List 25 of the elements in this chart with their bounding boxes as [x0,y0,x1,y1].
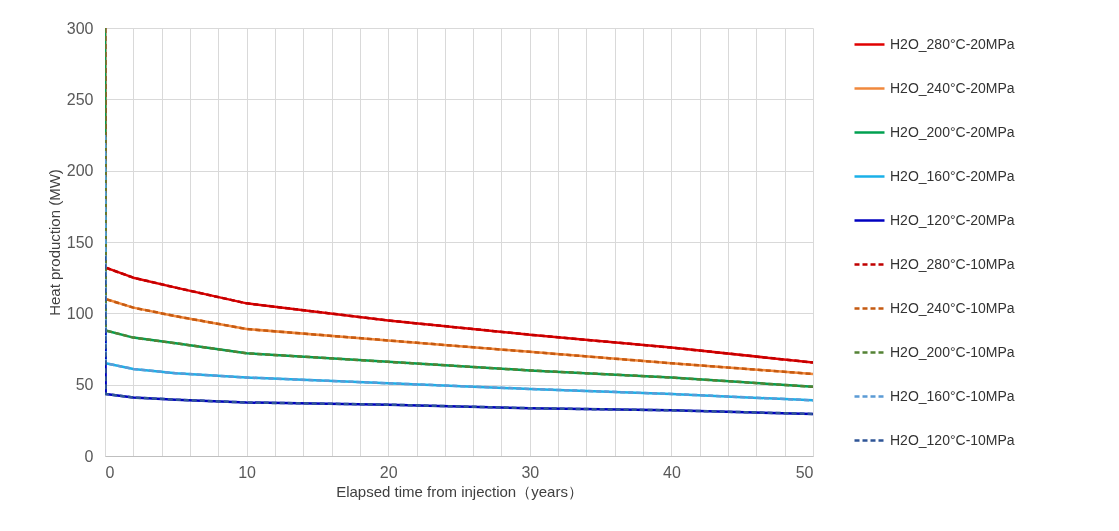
legend-label: H2O_120°C-20MPa [890,211,1015,228]
legend-label: H2O_200°C-20MPa [890,123,1015,140]
y-tick-label: 50 [75,376,94,394]
y-tick-label: 150 [66,233,94,251]
x-tick-label: 50 [795,463,814,481]
y-tick-label: 0 [84,447,94,465]
x-axis-title: Elapsed time from injection（years） [336,482,583,500]
legend-label: H2O_280°C-10MPa [890,255,1015,272]
legend-label: H2O_120°C-10MPa [890,431,1015,448]
legend-label: H2O_160°C-20MPa [890,167,1015,184]
legend-label: H2O_160°C-10MPa [890,387,1015,404]
y-tick-label: 300 [66,19,94,37]
legend-label: H2O_280°C-20MPa [890,35,1015,52]
x-tick-label: 10 [238,463,257,481]
y-axis-title: Heat production (MW) [45,169,63,316]
x-tick-label: 40 [663,463,681,481]
y-tick-label: 250 [66,90,94,108]
x-tick-label: 30 [521,463,540,481]
legend-label: H2O_240°C-10MPa [890,299,1015,316]
y-tick-label: 100 [66,304,94,322]
legend-label: H2O_200°C-10MPa [890,343,1015,360]
x-tick-label: 20 [379,463,398,481]
y-tick-label: 200 [66,162,94,180]
x-tick-label: 0 [105,463,115,481]
legend-label: H2O_240°C-20MPa [890,79,1015,96]
